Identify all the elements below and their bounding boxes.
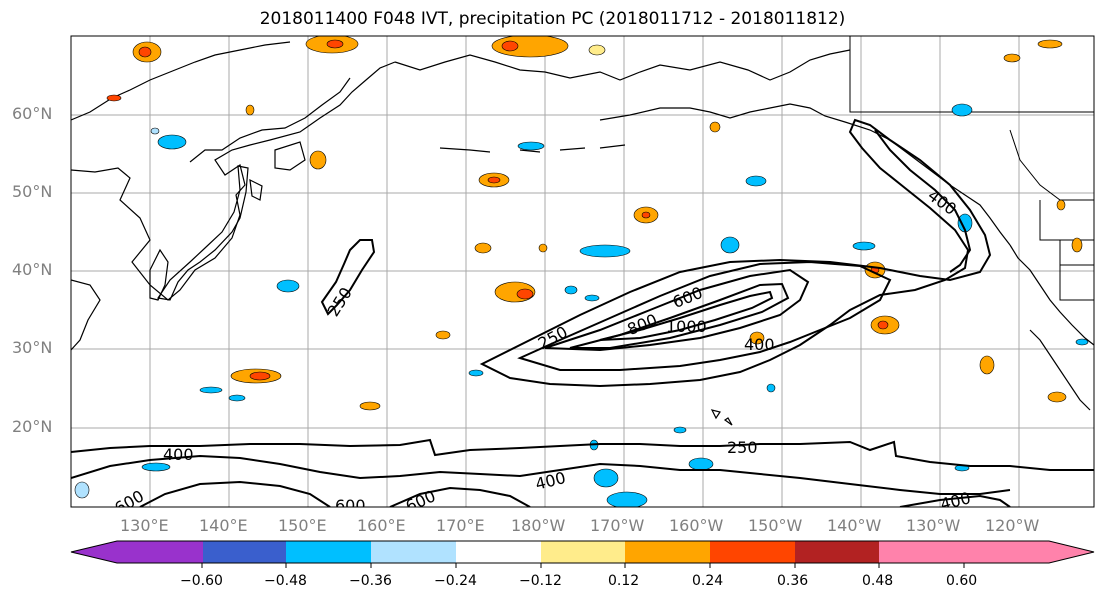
map-title: 2018011400 F048 IVT, precipitation PC (2…: [259, 9, 846, 29]
colorbar-bin: [710, 541, 796, 563]
lat-label: 40°N: [12, 260, 53, 279]
colorbar-bin: [456, 541, 542, 563]
lon-label: 170°W: [590, 516, 645, 535]
lon-label: 160°W: [669, 516, 724, 535]
colorbar-tick-label: 0.36: [777, 573, 809, 589]
contour-600-south: [139, 480, 331, 507]
colorbar-bin: [879, 541, 965, 563]
contour-label: 400: [744, 335, 775, 354]
coastlines: [71, 41, 1094, 426]
lat-label: 50°N: [12, 182, 53, 201]
lon-label: 180°W: [511, 516, 566, 535]
contour-400: [517, 260, 892, 371]
contour-label: 400: [938, 488, 972, 514]
colorbar-bin: [795, 541, 880, 563]
colorbar-tick-label: 0.24: [692, 573, 724, 589]
contour-400-se: [899, 494, 1011, 507]
lon-label: 130°E: [120, 516, 169, 535]
colorbar-left-extension: [71, 541, 117, 563]
contour-250-japan: [320, 239, 376, 316]
contour-label: 1000: [666, 317, 707, 336]
colorbar-tick-label: −0.24: [434, 573, 477, 589]
colorbar-tick-label: 0.12: [608, 573, 640, 589]
colorbar-bin: [541, 541, 626, 563]
colorbar-bin: [964, 541, 1049, 563]
colorbar-tick-label: −0.48: [264, 573, 307, 589]
contour-1000: [599, 290, 774, 341]
colorbar-tick-label: 0.48: [862, 573, 894, 589]
map-frame: [70, 35, 1095, 508]
contour-label: 250: [727, 438, 758, 457]
colorbar-tick-label: −0.36: [349, 573, 392, 589]
contour-400-south: [71, 454, 1011, 495]
contour-250-south: [71, 438, 1094, 471]
lon-label: 140°W: [827, 516, 882, 535]
colorbar-tick-label: −0.12: [519, 573, 562, 589]
contour-600-south-b: [389, 486, 531, 507]
colorbar-bin: [371, 541, 457, 563]
colorbar-outline: [70, 540, 1095, 564]
lon-label: 120°W: [985, 516, 1040, 535]
lon-label: 170°E: [436, 516, 485, 535]
lon-label: 150°W: [748, 516, 803, 535]
contour-label: 400: [163, 445, 194, 464]
contour-250: [479, 118, 992, 388]
lon-label: 150°E: [278, 516, 327, 535]
colorbar-bin: [202, 541, 287, 563]
precip-positive-patches: [106, 36, 1083, 411]
colorbar: [70, 540, 1095, 568]
colorbar-bin: [286, 541, 372, 563]
lon-label: 130°W: [906, 516, 961, 535]
lat-label: 20°N: [12, 417, 53, 436]
lat-label: 30°N: [12, 338, 53, 357]
colorbar-tick-label: 0.60: [946, 573, 978, 589]
lat-label: 60°N: [12, 104, 53, 123]
contour-600: [544, 268, 810, 352]
precip-negative-patches: [74, 103, 1089, 507]
ivt-contours: [71, 118, 1094, 507]
lon-label: 140°E: [199, 516, 248, 535]
colorbar-tick-label: −0.60: [180, 573, 223, 589]
colorbar-right-extension: [1049, 541, 1094, 563]
contour-800: [569, 282, 790, 349]
colorbar-bin: [625, 541, 711, 563]
contour-label: 600: [335, 496, 366, 515]
lon-label: 160°E: [357, 516, 406, 535]
contour-400-coast: [874, 129, 972, 273]
